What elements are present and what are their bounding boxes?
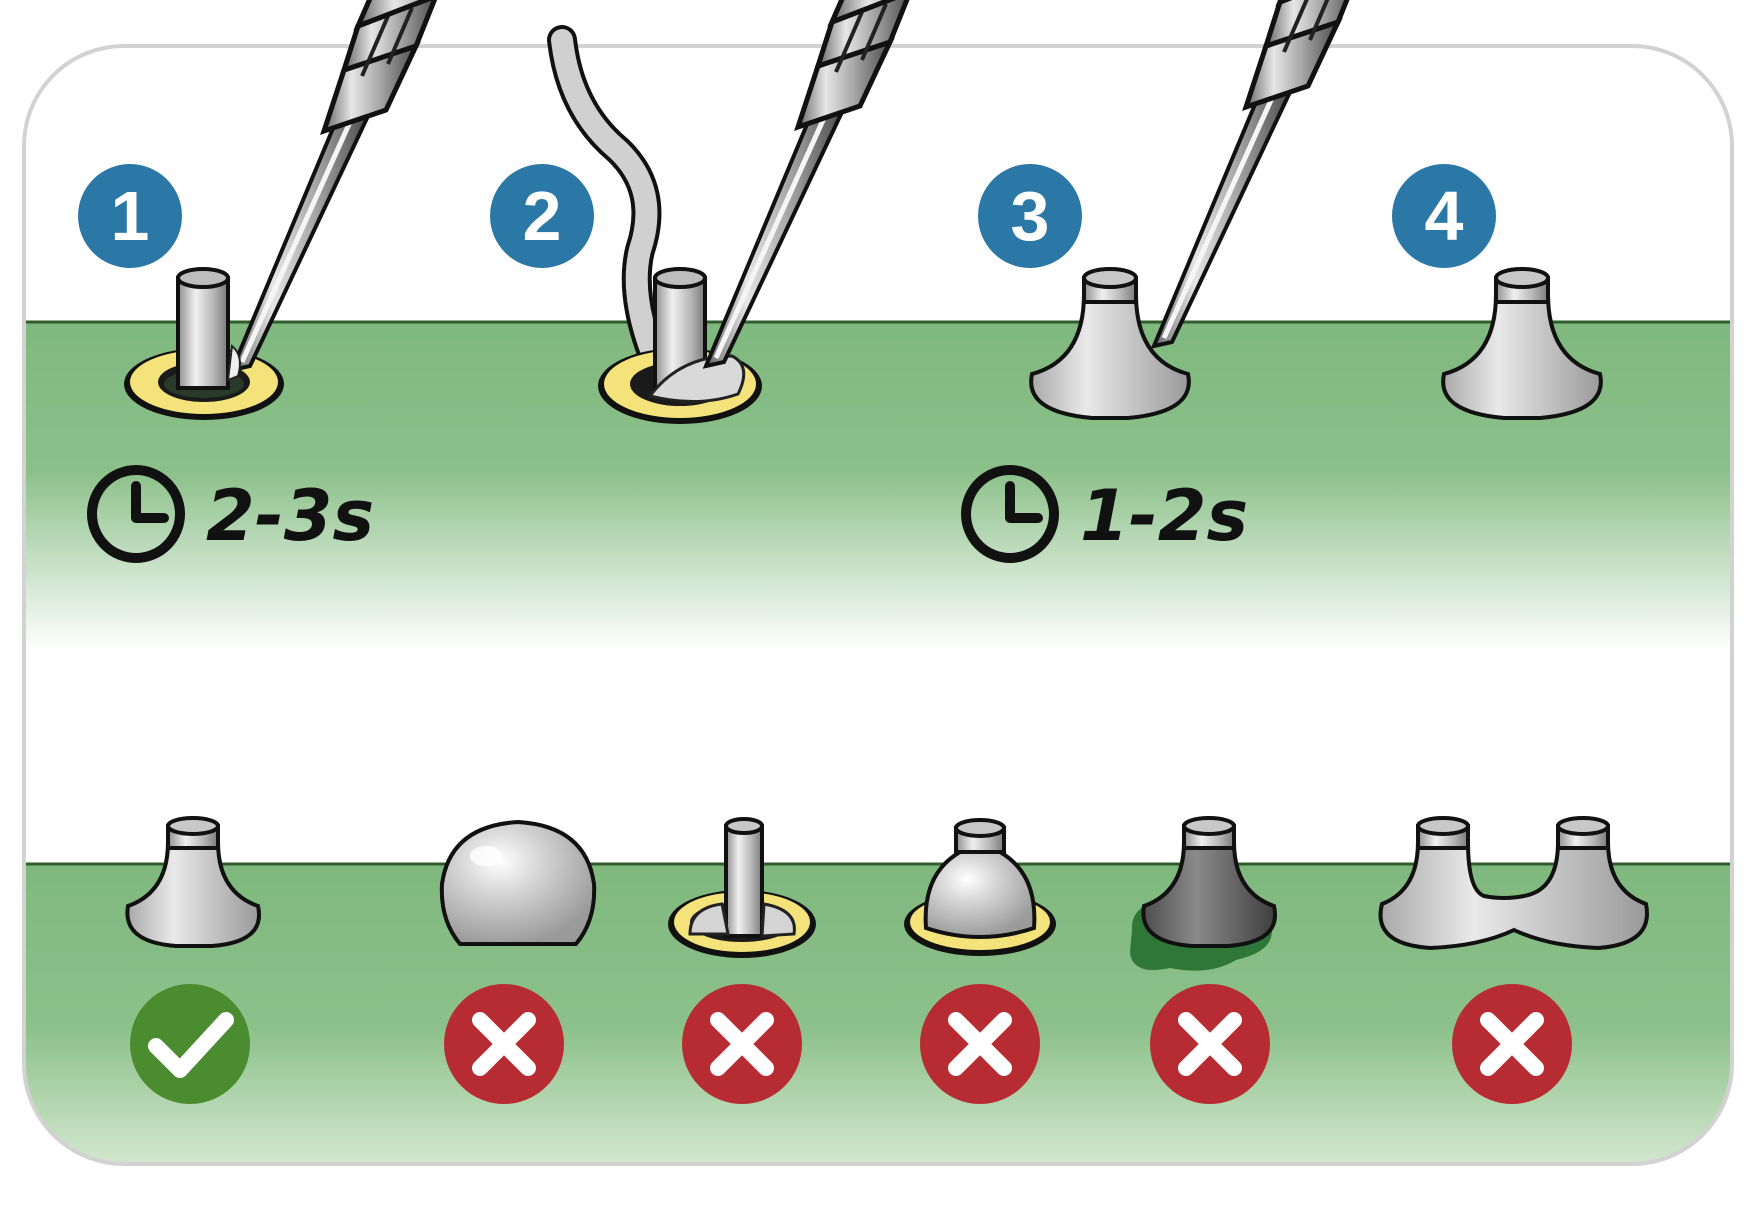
step-badge-2: 2 (490, 164, 594, 268)
step-badge-3: 3 (978, 164, 1082, 268)
verdict-correct (130, 984, 250, 1104)
step-3-solder-flows (1029, 0, 1400, 420)
timing-1: 2-3s (87, 465, 374, 563)
step-2-feed-solder (547, 0, 952, 424)
clock-icon (87, 465, 185, 563)
solder-ball (439, 819, 597, 946)
step-1-heat (124, 0, 478, 420)
cross-icon (948, 1012, 1012, 1076)
cross-icon (1178, 1012, 1242, 1076)
step-badge-4: 4 (1392, 164, 1496, 268)
verdict-incorrect-3 (920, 984, 1040, 1104)
pad-not-wetted (904, 818, 1056, 956)
verdict-incorrect-5 (1452, 984, 1572, 1104)
verdict-incorrect-2 (682, 984, 802, 1104)
good-cone-joint (125, 816, 261, 948)
step-badge-1: 1 (78, 164, 182, 268)
clock-icon (961, 465, 1059, 563)
step-number-1: 1 (111, 177, 150, 255)
step-number-2: 2 (523, 177, 562, 255)
verdict-incorrect-1 (444, 984, 564, 1104)
step-number-3: 3 (1011, 177, 1050, 255)
cross-icon (710, 1012, 774, 1076)
step-number-4: 4 (1425, 177, 1464, 255)
step-4-finished-joint (1441, 267, 1603, 420)
timing-label-1: 2-3s (206, 475, 374, 557)
cross-icon (472, 1012, 536, 1076)
check-icon (148, 1012, 234, 1078)
overheated-burnt-joint (1130, 816, 1277, 971)
timing-label-2: 1-2s (1080, 475, 1248, 557)
insufficient-solder (668, 817, 816, 958)
verdict-incorrect-4 (1150, 984, 1270, 1104)
solder-bridge (1378, 816, 1649, 951)
timing-2: 1-2s (961, 465, 1248, 563)
cross-icon (1480, 1012, 1544, 1076)
